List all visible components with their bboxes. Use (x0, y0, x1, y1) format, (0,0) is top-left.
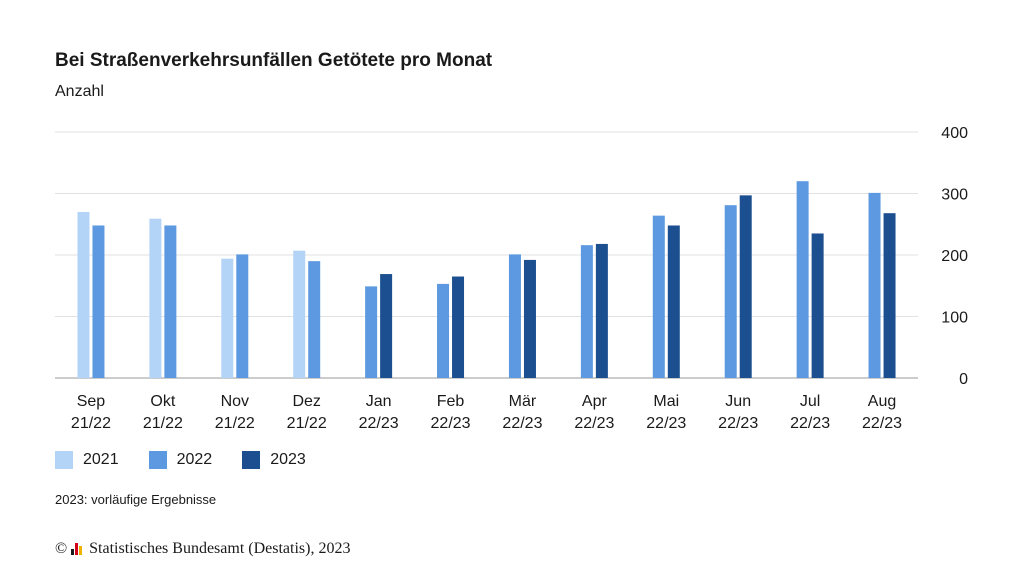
x-tick-label: 22/23 (646, 415, 686, 432)
legend-label: 2021 (83, 451, 119, 468)
bar-2022-jan (365, 286, 378, 378)
bar-2023-jan (380, 274, 393, 378)
footnote: 2023: vorläufige Ergebnisse (55, 492, 217, 507)
bar-2022-mär (508, 254, 521, 378)
legend-swatch (55, 451, 73, 469)
bar-chart: 0 100 200 300 400 Sep 21/22 Okt 21/22 Nov 21/22 Dez… (55, 125, 968, 432)
logo-bar (79, 546, 83, 555)
bar-2023-jun (739, 195, 752, 378)
x-tick-label: 22/23 (359, 415, 399, 432)
x-tick-label: 22/23 (502, 415, 542, 432)
x-tick-label: 21/22 (71, 415, 111, 432)
x-tick-label: 22/23 (431, 415, 471, 432)
bar-2023-apr (595, 243, 608, 378)
legend: 2021 2022 2023 (55, 451, 306, 469)
x-tick-label: Apr (582, 393, 608, 410)
copyright-symbol: © (55, 540, 68, 557)
source-line: © Statistisches Bundesamt (Destatis), 20… (55, 540, 350, 558)
bar-2021-nov (221, 258, 234, 378)
legend-item-2021: 2021 (55, 451, 119, 469)
bar-2023-mai (667, 225, 680, 378)
x-tick-label: 22/23 (574, 415, 614, 432)
legend-item-2022: 2022 (148, 451, 213, 469)
bar-2023-feb (452, 276, 465, 378)
x-tick-label: Jan (366, 393, 392, 410)
x-tick-label: Mär (509, 393, 537, 410)
x-tick-label: 22/23 (718, 415, 758, 432)
x-tick-label: Jul (800, 393, 820, 410)
bar-2023-jul (811, 233, 824, 378)
x-tick-label: Mai (653, 393, 679, 410)
bar-2023-mär (523, 259, 536, 378)
legend-swatch (148, 451, 167, 469)
bar-2022-jul (796, 181, 809, 378)
x-tick-label: 21/22 (143, 415, 183, 432)
bar-2021-sep (77, 211, 90, 378)
x-tick-label: Okt (150, 393, 175, 410)
bar-2021-dez (293, 250, 306, 378)
legend-label: 2023 (270, 451, 306, 468)
source-text: Statistisches Bundesamt (Destatis), 2023 (89, 540, 351, 557)
bar-2022-mai (652, 215, 665, 378)
x-tick-label: Jun (725, 393, 751, 410)
logo-bar (75, 543, 79, 555)
chart-subtitle: Anzahl (55, 83, 104, 100)
x-tick-label: Sep (77, 393, 106, 410)
y-tick-label: 0 (959, 371, 968, 388)
y-tick-label: 400 (941, 125, 968, 142)
bar-2022-feb (437, 283, 450, 378)
bar-2022-nov (236, 254, 249, 378)
bar-2021-okt (149, 218, 162, 378)
bar-2022-dez (308, 261, 321, 378)
x-tick-label: Nov (221, 393, 249, 410)
bar-2022-aug (868, 192, 881, 378)
x-tick-label: 22/23 (862, 415, 902, 432)
legend-item-2023: 2023 (242, 451, 306, 469)
y-tick-label: 200 (941, 248, 968, 265)
bar-2023-aug (883, 213, 896, 378)
x-tick-label: Dez (292, 393, 320, 410)
x-tick-label: 21/22 (215, 415, 255, 432)
legend-swatch (242, 451, 261, 469)
bar-2022-sep (92, 225, 105, 378)
y-tick-label: 300 (941, 187, 968, 204)
legend-label: 2022 (176, 451, 213, 468)
x-tick-label: 21/22 (287, 415, 327, 432)
x-tick-label: Aug (868, 393, 896, 410)
x-tick-label: 22/23 (790, 415, 830, 432)
destatis-logo-icon (71, 543, 83, 555)
y-tick-label: 100 (941, 310, 968, 327)
logo-bar (71, 549, 75, 555)
bar-2022-jun (724, 205, 737, 378)
chart-title: Bei Straßenverkehrsunfällen Getötete pro… (55, 50, 493, 71)
bar-2022-okt (164, 225, 177, 378)
bar-2022-apr (580, 245, 593, 378)
x-tick-label: Feb (437, 393, 465, 410)
